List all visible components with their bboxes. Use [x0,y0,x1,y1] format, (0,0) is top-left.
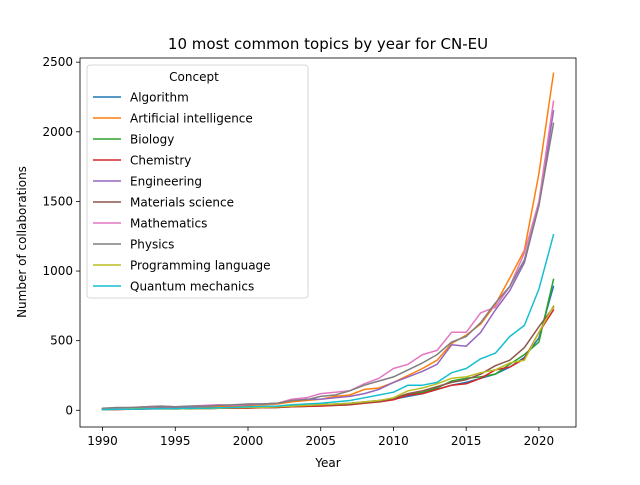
legend-label: Materials science [130,196,234,210]
legend: Concept Algorithm Artificial intelligence… [86,64,309,299]
y-tick-label: 2000 [42,125,73,139]
plot-lines [101,72,555,411]
series-line-physics [101,122,555,409]
y-tick-label: 1500 [42,194,73,208]
x-tick-label: 1995 [160,434,191,448]
chart-title: 10 most common topics by year for CN-EU [168,35,488,53]
legend-label: Physics [130,238,174,252]
legend-label: Biology [130,133,174,147]
legend-items: Algorithm Artificial intelligence Biology C… [93,91,271,294]
x-axis-label: Year [314,456,340,470]
legend-label: Programming language [130,259,271,273]
x-tick-label: 2000 [233,434,264,448]
y-tick-label: 1000 [42,264,73,278]
legend-label: Chemistry [130,154,191,168]
x-tick-label: 2020 [524,434,555,448]
y-tick-label: 0 [65,403,73,417]
legend-box [86,64,309,299]
y-tick-label: 500 [50,334,73,348]
legend-title: Concept [169,70,219,84]
y-tick-label: 2500 [42,55,73,69]
series-line-quantum-mechanics [101,233,555,411]
axes-frame [79,57,577,428]
legend-label: Algorithm [130,91,189,105]
y-axis: 0 500 1000 1500 2000 2500 [42,55,80,417]
x-tick-label: 2005 [305,434,336,448]
x-axis: 1990 1995 2000 2005 2010 2015 2020 [87,427,554,448]
legend-label: Engineering [130,175,202,189]
x-tick-label: 2015 [451,434,482,448]
legend-label: Quantum mechanics [130,280,254,294]
legend-label: Mathematics [130,217,207,231]
legend-label: Artificial intelligence [130,112,253,126]
y-axis-label: Number of collaborations [15,166,29,318]
x-tick-label: 2010 [378,434,409,448]
x-tick-label: 1990 [87,434,118,448]
